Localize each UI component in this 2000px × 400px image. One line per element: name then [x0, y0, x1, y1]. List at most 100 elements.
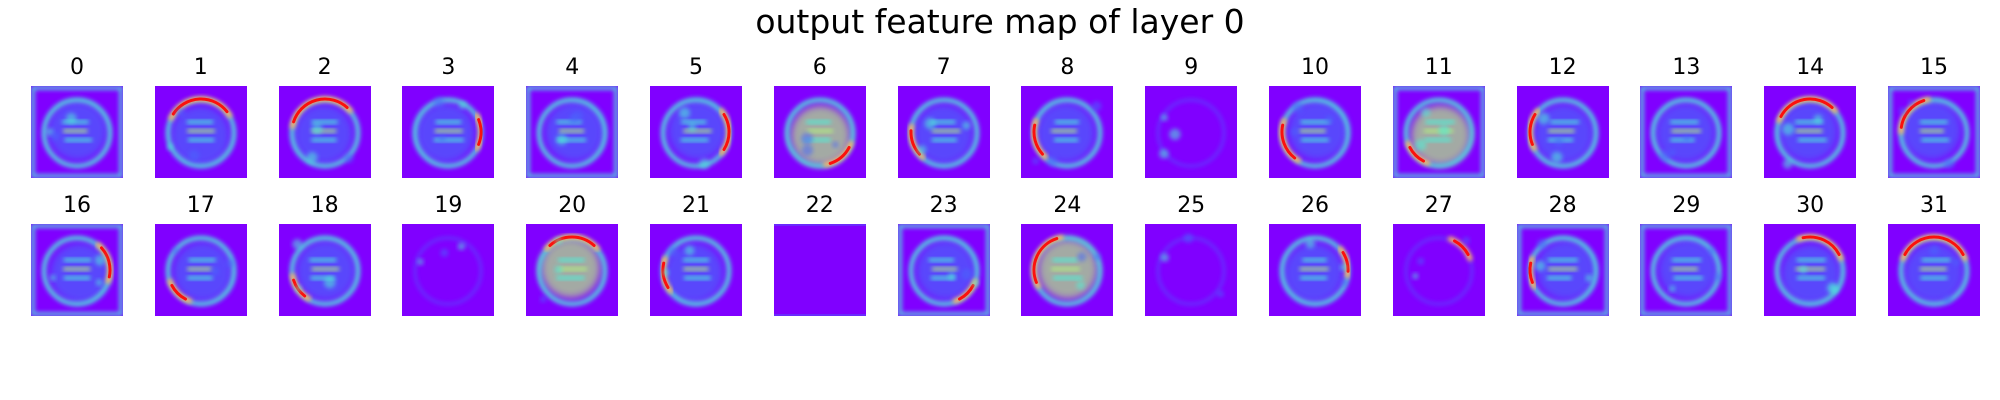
- channel-label: 21: [682, 193, 710, 218]
- heatmap-background: [1145, 86, 1238, 178]
- blob-activation: [172, 248, 179, 255]
- feature-map-image: [402, 224, 495, 316]
- band-activation: [1796, 258, 1826, 262]
- band-activation: [1670, 120, 1700, 124]
- arc-peak: [1779, 97, 1834, 118]
- blob-activation: [1290, 127, 1299, 136]
- band-activation: [683, 267, 709, 271]
- blob-activation: [1091, 101, 1102, 112]
- feature-map-image: [402, 86, 495, 178]
- blob-activation: [294, 285, 302, 292]
- ring-activation: [784, 97, 856, 169]
- feature-map-image: [1145, 86, 1238, 178]
- band-activation: [683, 129, 712, 133]
- blob-activation: [1291, 101, 1304, 114]
- blob-activation: [95, 279, 103, 286]
- blob-activation: [1032, 157, 1040, 165]
- blob-activation: [1898, 107, 1906, 115]
- border-activation: [526, 86, 619, 178]
- feature-map-image: [1269, 86, 1361, 178]
- arc-peak: [1452, 239, 1470, 256]
- band-activation: [1671, 129, 1702, 133]
- feature-map-image: [897, 86, 990, 178]
- feature-map-panel: 1: [154, 54, 247, 178]
- disc-activation: [172, 241, 233, 302]
- band-activation: [1795, 129, 1823, 133]
- channel-label: 0: [70, 55, 84, 80]
- arc-peak: [828, 146, 851, 165]
- arc-peak: [1528, 261, 1534, 284]
- feature-map-panel: 16: [31, 192, 123, 316]
- blob-activation: [678, 107, 691, 119]
- disc-activation: [170, 105, 231, 166]
- band-activation: [559, 129, 585, 133]
- figure-title: output feature map of layer 0: [755, 2, 1245, 41]
- blob-activation: [433, 96, 445, 108]
- feature-map-panel: 23: [897, 192, 990, 316]
- feature-map-image: [278, 86, 371, 178]
- band-activation: [310, 276, 335, 280]
- blob-activation: [1411, 272, 1419, 280]
- feature-map-image: [1764, 224, 1857, 316]
- blob-activation: [1339, 263, 1347, 271]
- band-activation: [930, 120, 955, 124]
- blob-activation: [699, 158, 710, 170]
- band-activation: [1299, 267, 1329, 271]
- band-activation: [680, 138, 709, 142]
- blob-activation: [1826, 282, 1839, 294]
- feature-map-panel: 10: [1269, 54, 1361, 178]
- blob-activation: [1537, 112, 1549, 125]
- blob-activation: [1584, 274, 1593, 282]
- channel-label: 24: [1053, 193, 1082, 218]
- band-activation: [186, 120, 213, 124]
- blob-activation: [323, 276, 336, 289]
- blob-activation: [1659, 149, 1672, 162]
- feature-map-image: [650, 86, 742, 178]
- blob-activation: [1077, 252, 1087, 262]
- ring-activation: [1651, 97, 1722, 169]
- arc-peak: [171, 97, 229, 116]
- arc-peak: [291, 97, 349, 124]
- blob-activation: [1183, 233, 1194, 244]
- blob-activation: [439, 134, 446, 142]
- band-activation: [64, 138, 93, 142]
- arc-peak: [722, 113, 731, 151]
- feature-map-panel: 8: [1021, 54, 1114, 178]
- blob-activation: [417, 258, 425, 266]
- feature-map-image: [1021, 86, 1114, 178]
- blob-activation: [554, 265, 563, 274]
- channel-label: 14: [1796, 55, 1825, 80]
- channel-label: 3: [441, 55, 456, 80]
- channel-label: 25: [1177, 193, 1206, 218]
- feature-map-image: [278, 224, 371, 316]
- band-activation: [311, 120, 338, 124]
- arc-peak: [1032, 123, 1045, 156]
- ring-activation: [1156, 98, 1226, 168]
- blob-activation: [1160, 253, 1170, 262]
- border-activation: [1392, 86, 1485, 178]
- feature-map-panel: 20: [526, 192, 619, 316]
- feature-map-image: [1640, 86, 1733, 178]
- blob-activation: [1438, 124, 1450, 137]
- arc-peak: [957, 284, 975, 301]
- blob-activation: [176, 108, 186, 118]
- blob-activation: [1536, 238, 1547, 250]
- band-activation: [1547, 258, 1578, 262]
- blob-activation: [188, 150, 200, 161]
- channel-label: 19: [434, 193, 463, 218]
- feature-map-panel: 19: [402, 192, 495, 316]
- edge-activation: [773, 224, 866, 226]
- feature-map-image: [1392, 86, 1485, 178]
- blob-activation: [311, 123, 323, 135]
- band-activation: [1055, 120, 1080, 124]
- blob-activation: [1943, 158, 1955, 170]
- feature-map-panel: 17: [154, 192, 247, 316]
- band-activation: [311, 129, 336, 133]
- disc-activation: [1781, 243, 1842, 304]
- feature-map-image: [773, 86, 866, 178]
- disc-activation: [663, 242, 724, 303]
- feature-map-panel: 15: [1888, 54, 1980, 178]
- heatmap-background: [402, 224, 495, 316]
- band-activation: [63, 267, 91, 271]
- channel-label: 30: [1796, 193, 1825, 218]
